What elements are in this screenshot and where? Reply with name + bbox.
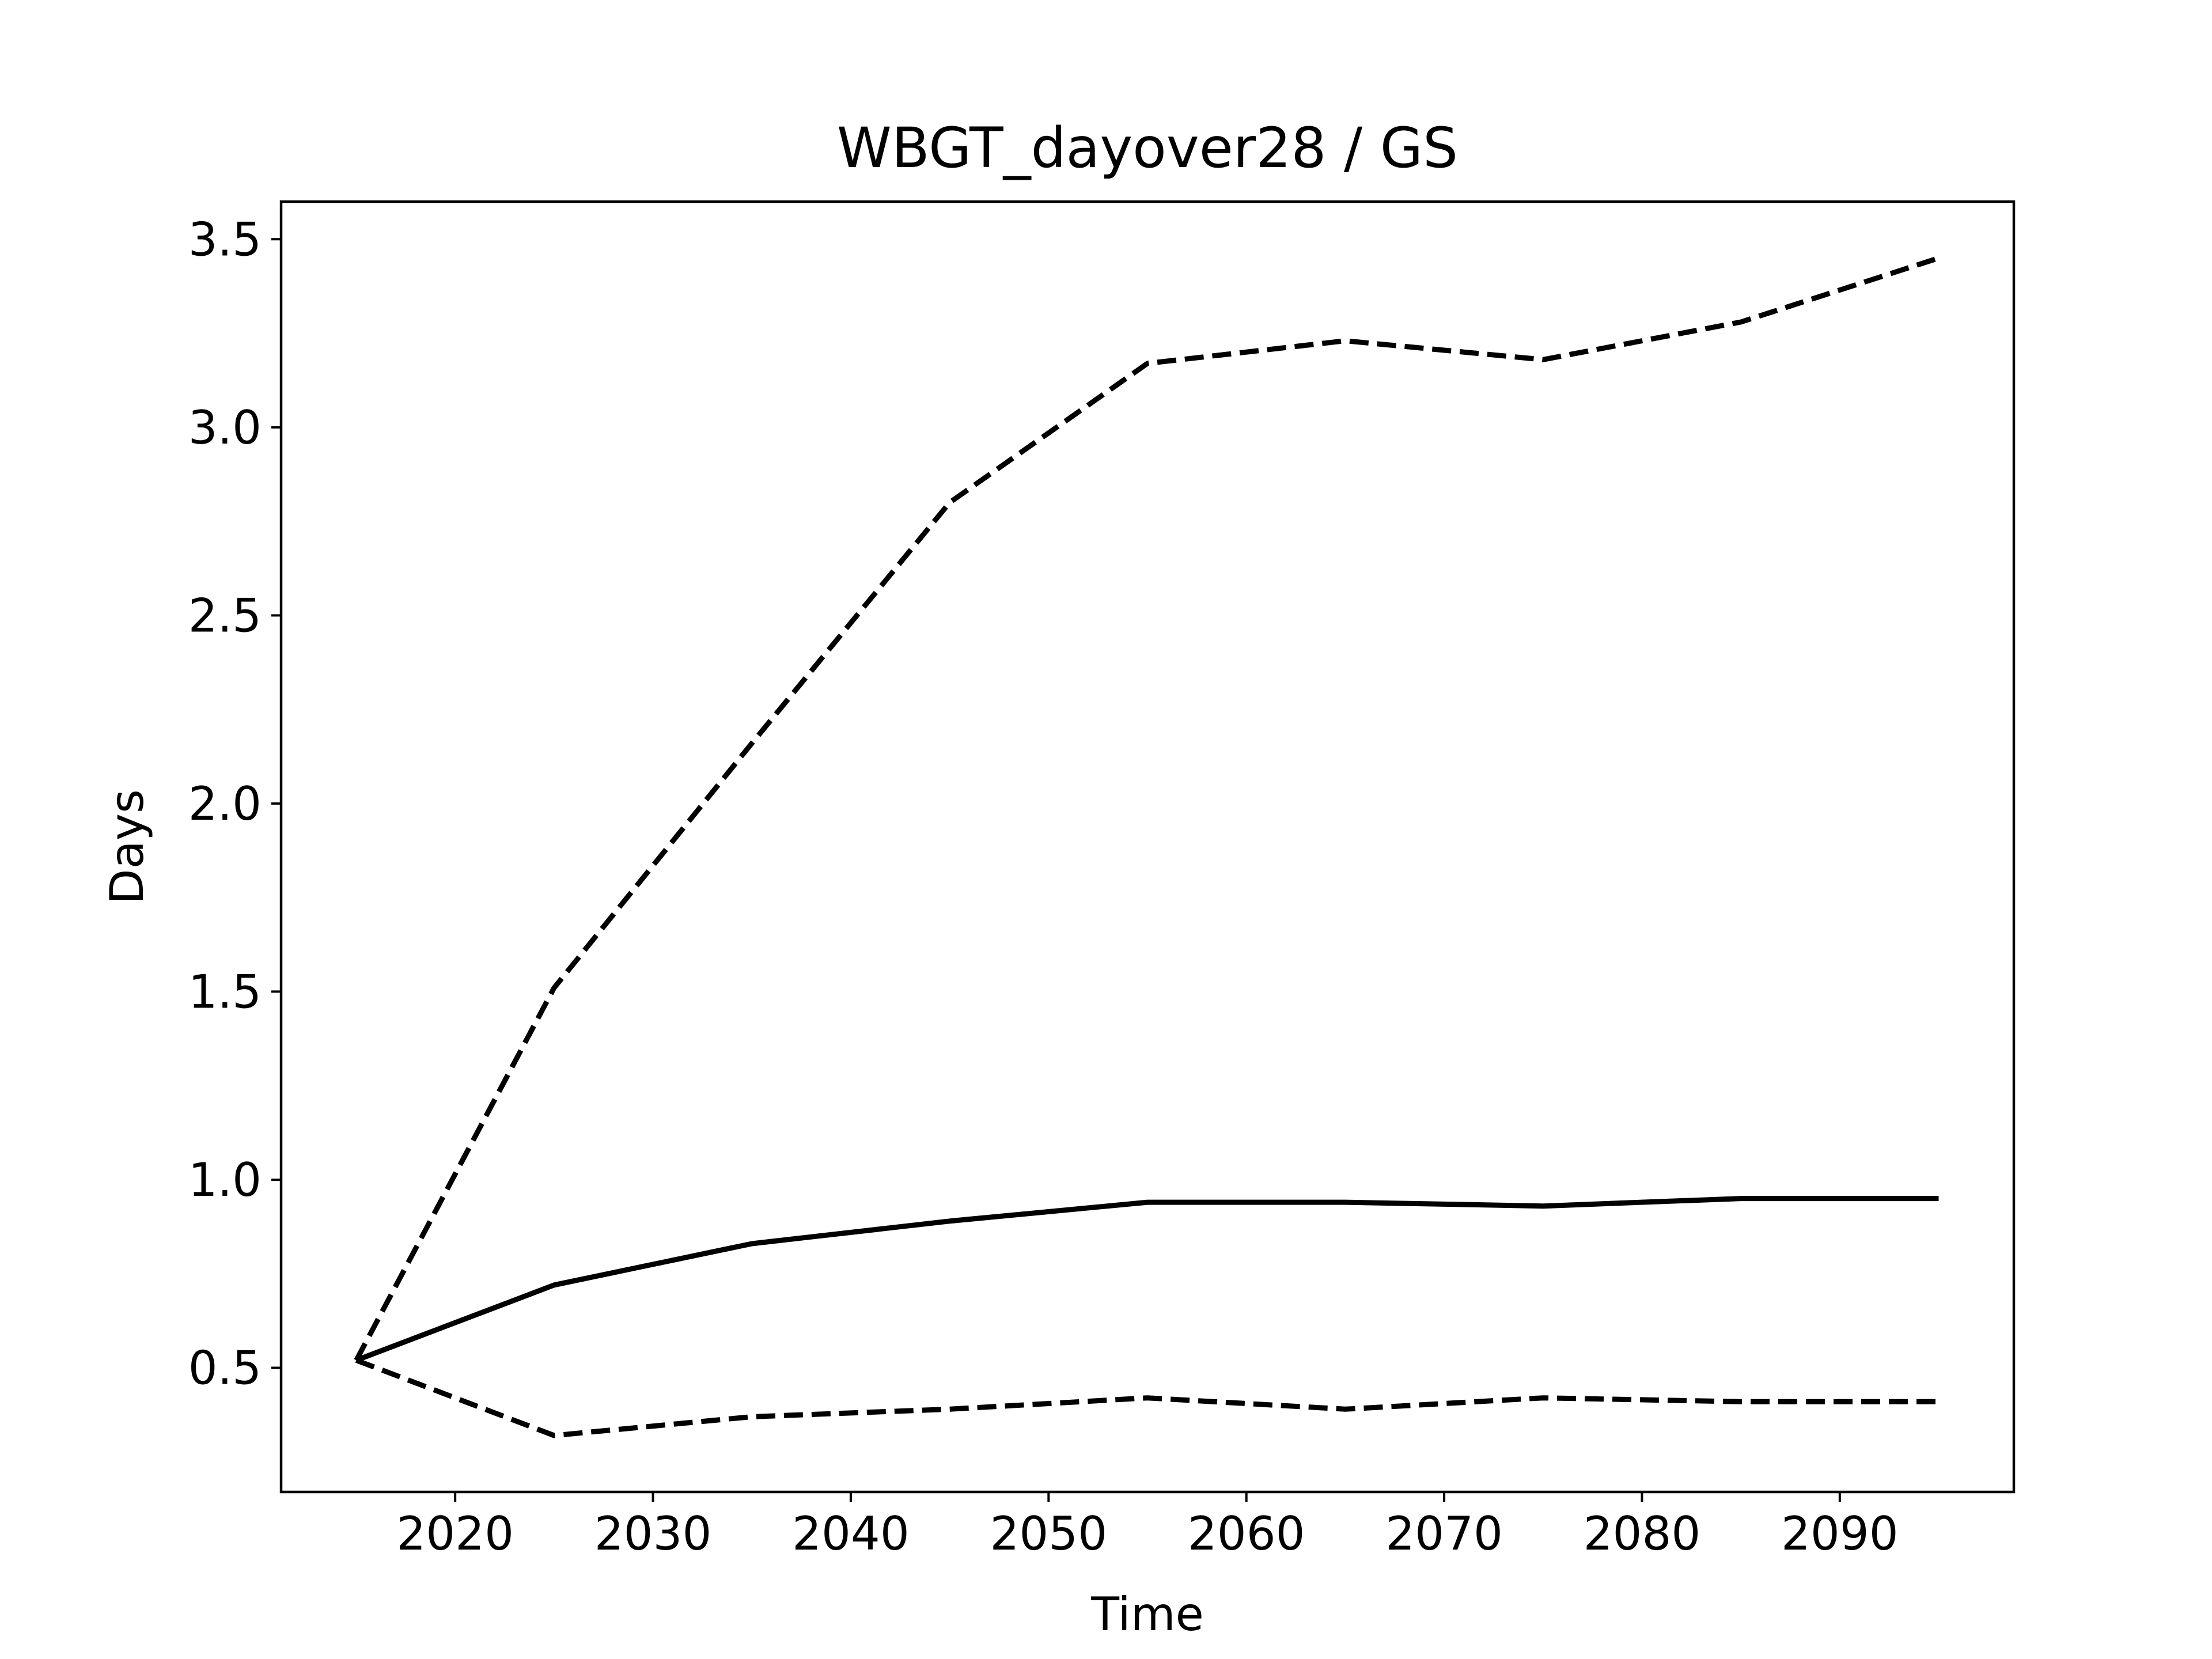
chart-title: WBGT_dayover28 / GS	[837, 116, 1458, 180]
y-axis-label: Days	[100, 789, 154, 904]
y-tick-label: 1.0	[188, 1153, 262, 1207]
series-line-1-solid	[355, 1196, 1939, 1363]
y-tick-label: 1.5	[188, 965, 262, 1018]
x-tick-label: 2090	[1781, 1507, 1899, 1560]
y-tick-label: 3.5	[188, 213, 262, 266]
y-axis: 0.5 1.0 1.5 2.0 2.5 3.0 3.5	[188, 213, 281, 1395]
plot-frame	[279, 200, 2016, 1494]
series-layer	[354, 255, 1940, 1438]
series-line-3-dashed	[355, 1358, 1939, 1438]
y-tick-label: 0.5	[188, 1341, 262, 1395]
y-tick-label: 3.0	[188, 401, 262, 454]
x-tick-label: 2060	[1188, 1507, 1305, 1560]
x-tick-label: 2070	[1385, 1507, 1503, 1560]
x-axis: 2020 2030 2040 2050 2060 2070 2080 2090	[396, 1492, 1899, 1560]
x-tick-label: 2020	[396, 1507, 514, 1560]
x-tick-label: 2080	[1584, 1507, 1701, 1560]
y-tick-label: 2.5	[188, 589, 262, 642]
x-axis-label: Time	[1090, 1588, 1204, 1641]
x-tick-label: 2030	[594, 1507, 712, 1560]
series-line-2-dashed	[354, 255, 1940, 1362]
x-tick-label: 2050	[990, 1507, 1108, 1560]
y-tick-label: 2.0	[188, 777, 262, 831]
x-tick-label: 2040	[792, 1507, 910, 1560]
